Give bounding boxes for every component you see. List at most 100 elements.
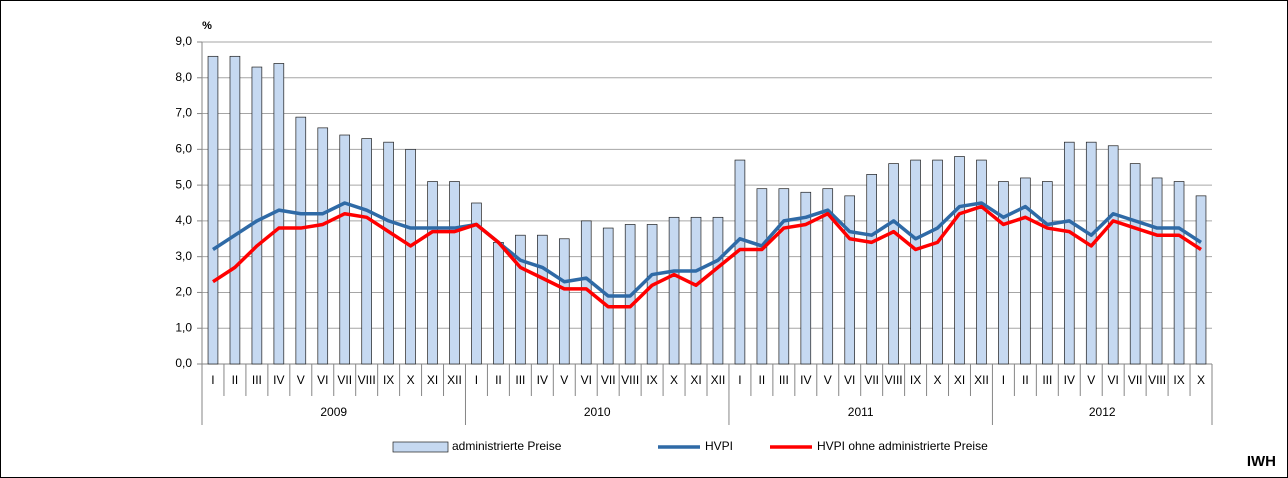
x-tick-label: IV bbox=[273, 373, 284, 387]
group-label: 2011 bbox=[848, 405, 874, 419]
x-tick-label: X bbox=[407, 373, 415, 387]
x-tick-label: III bbox=[779, 373, 789, 387]
x-tick-label: XII bbox=[711, 373, 726, 387]
legend-label: HVPI bbox=[705, 439, 733, 453]
x-tick-label: IX bbox=[383, 373, 394, 387]
bar bbox=[1063, 141, 1075, 365]
bar bbox=[866, 174, 877, 365]
bar bbox=[1195, 195, 1207, 365]
y-axis-label: % bbox=[202, 20, 212, 32]
x-tick-label: VIII bbox=[621, 373, 639, 387]
watermark: IWH bbox=[1247, 453, 1276, 470]
x-tick-label: I bbox=[738, 373, 741, 387]
bar bbox=[471, 202, 482, 365]
x-tick-label: I bbox=[475, 373, 478, 387]
bar bbox=[668, 216, 680, 365]
bar bbox=[1173, 181, 1185, 365]
y-tick-label: 3,0 bbox=[175, 249, 192, 263]
x-tick-label: IX bbox=[910, 373, 921, 387]
y-tick-label: 9,0 bbox=[175, 34, 192, 48]
x-tick-label: VI bbox=[844, 373, 855, 387]
x-tick-label: IX bbox=[1173, 373, 1184, 387]
bar bbox=[558, 238, 570, 365]
bar bbox=[207, 55, 219, 365]
bar bbox=[1020, 177, 1031, 365]
bar bbox=[515, 234, 526, 365]
x-tick-label: III bbox=[252, 373, 262, 387]
x-tick-label: XI bbox=[427, 373, 438, 387]
bar bbox=[800, 191, 812, 365]
x-tick-label: XII bbox=[447, 373, 462, 387]
x-tick-label: II bbox=[759, 373, 766, 387]
x-tick-label: VII bbox=[337, 373, 352, 387]
bar bbox=[954, 156, 965, 365]
y-tick-label: 0,0 bbox=[175, 356, 192, 370]
bar bbox=[537, 234, 548, 365]
x-tick-label: VIII bbox=[358, 373, 376, 387]
bar bbox=[449, 181, 460, 365]
bar bbox=[1151, 177, 1163, 365]
bar bbox=[646, 224, 658, 365]
y-tick-label: 6,0 bbox=[175, 142, 192, 156]
bar bbox=[229, 55, 241, 365]
bar bbox=[361, 138, 372, 365]
bar bbox=[844, 195, 856, 365]
y-tick-label: 5,0 bbox=[175, 177, 192, 191]
x-tick-label: I bbox=[1002, 373, 1005, 387]
x-tick-label: XI bbox=[954, 373, 965, 387]
x-tick-label: IV bbox=[800, 373, 811, 387]
bar bbox=[734, 159, 746, 365]
bar bbox=[383, 141, 394, 365]
group-label: 2010 bbox=[584, 405, 611, 419]
y-tick-label: 2,0 bbox=[175, 285, 192, 299]
x-tick-label: IX bbox=[646, 373, 657, 387]
x-tick-label: IV bbox=[1064, 373, 1075, 387]
x-tick-label: VII bbox=[1128, 373, 1143, 387]
legend-label: administrierte Preise bbox=[452, 439, 562, 453]
x-tick-label: VIII bbox=[885, 373, 903, 387]
x-tick-label: V bbox=[560, 373, 568, 387]
x-tick-label: VI bbox=[1108, 373, 1119, 387]
x-tick-label: IV bbox=[537, 373, 548, 387]
x-tick-label: VI bbox=[317, 373, 328, 387]
x-tick-label: II bbox=[232, 373, 239, 387]
bar bbox=[822, 188, 834, 365]
bar bbox=[690, 216, 702, 365]
x-tick-label: VII bbox=[601, 373, 616, 387]
group-label: 2012 bbox=[1089, 405, 1116, 419]
bar bbox=[1129, 163, 1141, 365]
legend-label: HVPI ohne administrierte Preise bbox=[817, 439, 988, 453]
x-tick-label: I bbox=[211, 373, 214, 387]
bar bbox=[427, 181, 438, 365]
x-tick-label: V bbox=[1087, 373, 1095, 387]
x-tick-label: VI bbox=[581, 373, 592, 387]
bar bbox=[932, 159, 943, 365]
x-tick-label: X bbox=[934, 373, 942, 387]
bar bbox=[976, 159, 987, 365]
x-tick-label: X bbox=[1197, 373, 1205, 387]
bar bbox=[1107, 145, 1119, 365]
line bbox=[212, 204, 1202, 309]
bar bbox=[778, 188, 790, 365]
bar bbox=[251, 66, 263, 365]
bar bbox=[405, 148, 416, 365]
bar bbox=[1085, 141, 1097, 365]
y-tick-label: 7,0 bbox=[175, 106, 192, 120]
bar bbox=[339, 134, 351, 365]
bar bbox=[295, 116, 307, 365]
x-tick-label: VII bbox=[864, 373, 879, 387]
bar bbox=[756, 188, 768, 365]
y-tick-label: 8,0 bbox=[175, 70, 192, 84]
y-tick-label: 4,0 bbox=[175, 213, 192, 227]
x-tick-label: V bbox=[824, 373, 832, 387]
x-tick-label: III bbox=[515, 373, 525, 387]
y-tick-label: 1,0 bbox=[175, 320, 192, 334]
x-tick-label: XI bbox=[690, 373, 701, 387]
group-label: 2009 bbox=[320, 405, 347, 419]
x-tick-label: V bbox=[297, 373, 305, 387]
line bbox=[212, 201, 1202, 298]
bar bbox=[493, 242, 504, 365]
legend-swatch bbox=[392, 441, 449, 453]
bar bbox=[998, 181, 1009, 365]
